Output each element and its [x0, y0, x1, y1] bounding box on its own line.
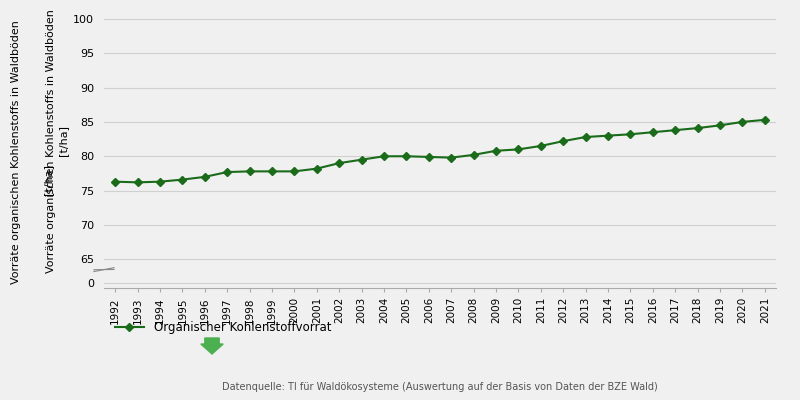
Text: Vorräte organischen Kohlenstoffs in Waldböden: Vorräte organischen Kohlenstoffs in Wald… — [11, 20, 21, 284]
Y-axis label: Vorräte organischen Kohlenstoffs in Waldböden
[t/ha]: Vorräte organischen Kohlenstoffs in Wald… — [46, 9, 68, 273]
Text: Datenquelle: TI für Waldökosysteme (Auswertung auf der Basis von Daten der BZE W: Datenquelle: TI für Waldökosysteme (Ausw… — [222, 382, 658, 392]
Legend: Organischer Kohlenstoffvorrat: Organischer Kohlenstoffvorrat — [110, 316, 336, 338]
Text: [t/ha]: [t/ha] — [43, 164, 53, 196]
